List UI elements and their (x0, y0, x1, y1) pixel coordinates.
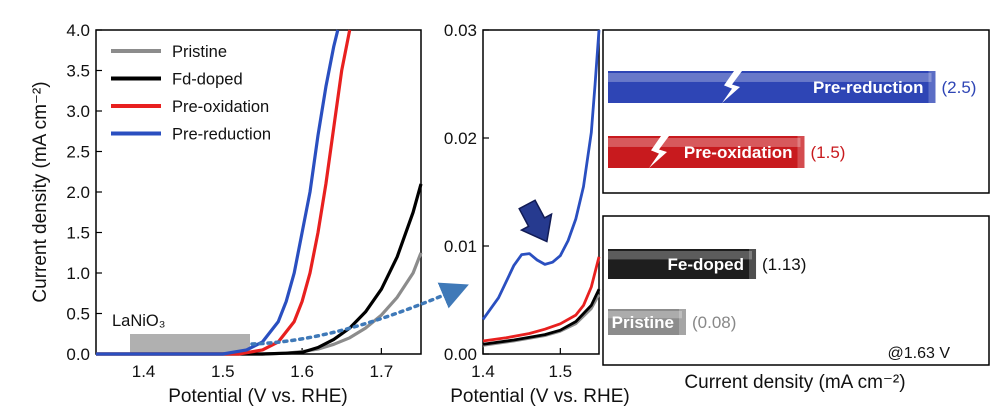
bar-end-cap (679, 309, 686, 335)
y-tick-label: 0.5 (66, 305, 90, 324)
axis-break-icon (649, 136, 669, 168)
bar-label: Fe-doped (668, 255, 745, 274)
y-tick-label: 3.0 (66, 102, 90, 121)
bar-end-cap (928, 71, 936, 103)
legend-label: Pre-oxidation (172, 98, 269, 116)
bar-highlight (608, 73, 932, 82)
bar-panel-upper-frame (602, 29, 990, 194)
y-tick-label: 3.5 (66, 62, 90, 81)
main-plot-x-axis-label: Potential (V vs. RHE) (168, 386, 348, 407)
y-tick-label: 0.00 (444, 345, 477, 364)
y-tick-label: 1.5 (66, 224, 90, 243)
bar-pre-reduction (608, 71, 936, 103)
bar-highlight (608, 138, 801, 147)
zoom-connector-arrow (250, 282, 469, 346)
axis-break-icon (722, 71, 742, 103)
bar-fe-doped (608, 249, 757, 279)
lanio3-highlight-box (130, 334, 250, 355)
bar-value: (1.5) (811, 143, 846, 162)
bar-label: Pristine (612, 313, 674, 332)
main-plot: 0.0 0.5 1.0 1.5 2.0 2.5 3.0 3.5 4.0 1.4 1.5 1.6 1.7… (30, 21, 423, 407)
bar-panel-lower-frame (602, 215, 990, 366)
bar-label: Pre-reduction (813, 78, 924, 97)
bar-pristine (608, 309, 686, 335)
y-tick-label: 4.0 (66, 21, 90, 40)
x-tick-label: 1.5 (549, 362, 573, 381)
x-tick-label: 1.6 (290, 362, 314, 381)
bar-panel-x-axis-label: Current density (mA cm⁻²) (684, 372, 905, 393)
lanio3-annotation: LaNiO₃ (112, 312, 166, 330)
y-tick-label: 0.0 (66, 345, 90, 364)
series-line-pre-oxidation (96, 29, 352, 356)
y-tick-label: 0.02 (444, 129, 477, 148)
series-line-pre-reduction (96, 29, 340, 356)
shoulder-pointer-arrow-icon (518, 199, 553, 243)
legend-label: Pre-reduction (172, 126, 271, 144)
bar-highlight (608, 311, 682, 319)
y-tick-label: 0.03 (444, 21, 477, 40)
series-line-pre-reduction (481, 29, 601, 321)
y-tick-label: 2.0 (66, 183, 90, 202)
zoom-plot-x-axis-label: Potential (V vs. RHE) (450, 386, 630, 407)
zoom-plot: 0.00 0.01 0.02 0.03 1.4 1.5 Potential (V vs.… (444, 21, 630, 407)
legend-label: Pristine (172, 43, 227, 61)
bar-value: (0.08) (692, 313, 736, 332)
bar-label: Pre-oxidation (684, 143, 793, 162)
bar-end-cap (797, 136, 805, 168)
legend-label: Fd-doped (172, 71, 243, 89)
series-line-fd-doped (96, 183, 423, 356)
x-tick-label: 1.4 (471, 362, 495, 381)
potential-note: @1.63 V (888, 345, 951, 362)
bar-value: (2.5) (942, 78, 977, 97)
bar-value: (1.13) (762, 255, 806, 274)
y-tick-label: 1.0 (66, 264, 90, 283)
bar-panel: Pre-reduction (2.5) Pre-oxidation (1.5) Fe-d… (602, 29, 990, 393)
series-line-pre-oxidation (482, 256, 601, 343)
x-tick-label: 1.4 (132, 362, 156, 381)
main-plot-y-axis-label: Current density (mA cm⁻²) (30, 81, 51, 302)
x-tick-label: 1.5 (211, 362, 235, 381)
zoom-plot-frame (482, 29, 600, 355)
y-tick-label: 2.5 (66, 143, 90, 162)
bar-end-cap (749, 249, 757, 279)
y-tick-label: 0.01 (444, 237, 477, 256)
bar-highlight (608, 251, 753, 260)
bar-pre-oxidation (608, 136, 805, 168)
series-line-fd-doped (482, 288, 601, 346)
x-tick-label: 1.7 (370, 362, 394, 381)
